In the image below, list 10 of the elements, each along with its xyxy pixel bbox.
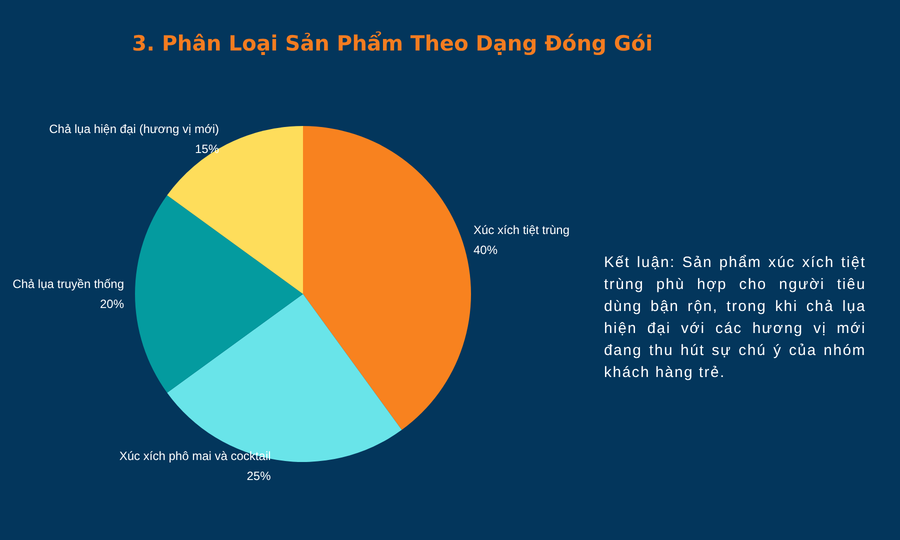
slice-label: Chả lụa hiện đại (hương vị mới) xyxy=(49,122,220,136)
slice-label: Xúc xích phô mai và cocktail xyxy=(119,448,271,463)
slice-label: Chả lụa truyền thống xyxy=(12,277,124,291)
slice-label: Xúc xích tiệt trùng xyxy=(473,223,570,238)
data-label: 15% xyxy=(194,142,220,156)
chart-title: 3. Phân Loại Sản Phẩm Theo Dạng Đóng Gói xyxy=(132,30,653,56)
data-label: 25% xyxy=(246,468,272,483)
text: Kết luận: Sản phẩm xúc xích tiệt trùng phù hợp cho người tiêu dùng bận rộn, trong khi chả lụa hiện đại với các hương vị mới đang thu hút sự chú ý của nhóm khách hàng trẻ. xyxy=(604,253,866,383)
data-label: 20% xyxy=(100,297,124,311)
data-label: 40% xyxy=(473,243,498,258)
